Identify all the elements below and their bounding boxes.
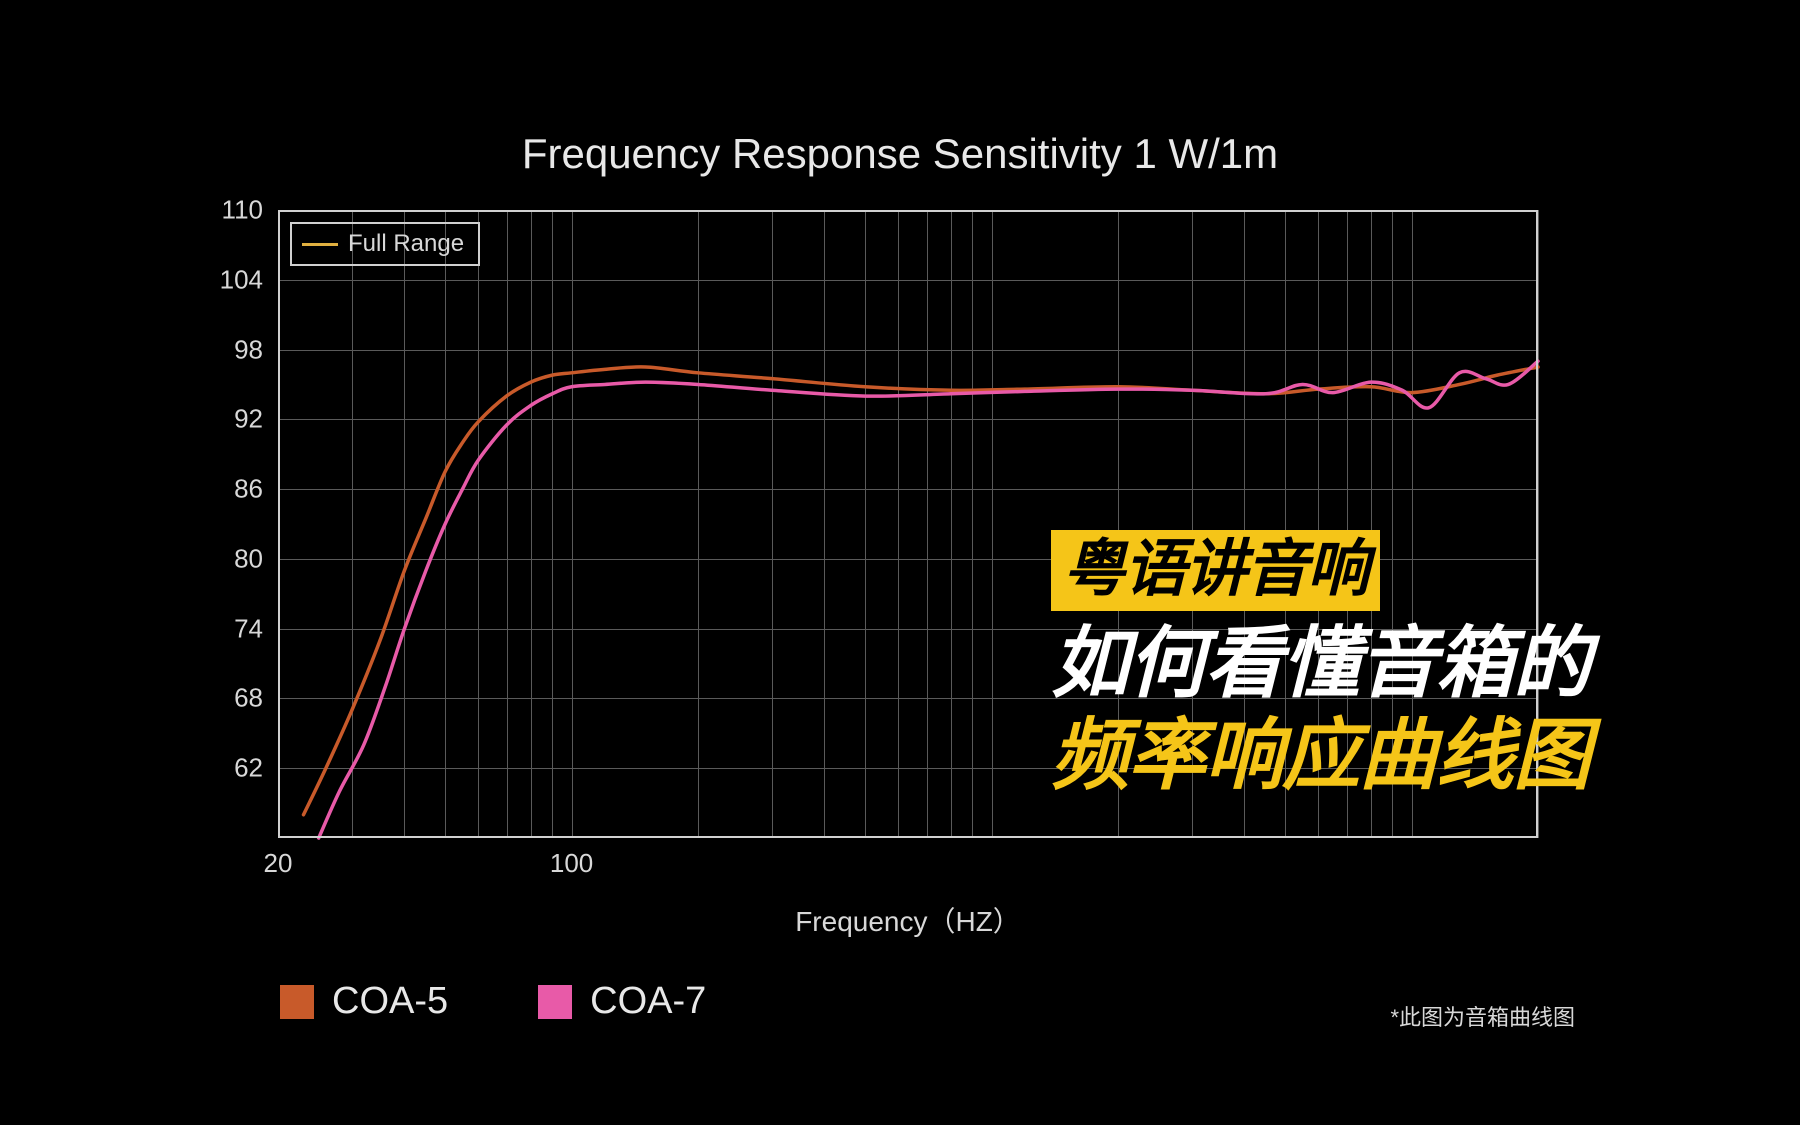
x-axis-label: Frequency（HZ） (278, 900, 1538, 940)
legend-item: COA-5 (280, 980, 448, 1023)
y-tick-label: 74 (203, 613, 263, 644)
legend-label: COA-7 (590, 980, 706, 1023)
legend-item: COA-7 (538, 980, 706, 1023)
inset-legend-label: Full Range (348, 230, 464, 258)
y-tick-label: 62 (203, 753, 263, 784)
x-tick-label: 20 (264, 848, 293, 879)
inset-legend: Full Range (290, 222, 480, 266)
chart-title: Frequency Response Sensitivity 1 W/1m (0, 130, 1800, 178)
y-tick-label: 68 (203, 683, 263, 714)
x-tick-label: 100 (550, 848, 593, 879)
legend-label: COA-5 (332, 980, 448, 1023)
y-tick-label: 98 (203, 334, 263, 365)
overlay-line-2: 如何看懂音箱的 (1051, 619, 1590, 709)
inset-legend-line (302, 243, 338, 246)
y-tick-label: 104 (203, 264, 263, 295)
y-tick-label: 86 (203, 474, 263, 505)
footnote: *此图为音箱曲线图 (1390, 1000, 1575, 1032)
legend-swatch (280, 985, 314, 1019)
y-tick-label: 92 (203, 404, 263, 435)
text-overlay: 粤语讲音响 如何看懂音箱的 频率响应曲线图 (1051, 530, 1590, 801)
bottom-legend: COA-5 COA-7 (280, 980, 706, 1023)
y-tick-label: 110 (203, 195, 263, 226)
overlay-line-3: 频率响应曲线图 (1051, 711, 1590, 801)
legend-swatch (538, 985, 572, 1019)
y-tick-label: 80 (203, 543, 263, 574)
overlay-badge: 粤语讲音响 (1051, 530, 1380, 611)
